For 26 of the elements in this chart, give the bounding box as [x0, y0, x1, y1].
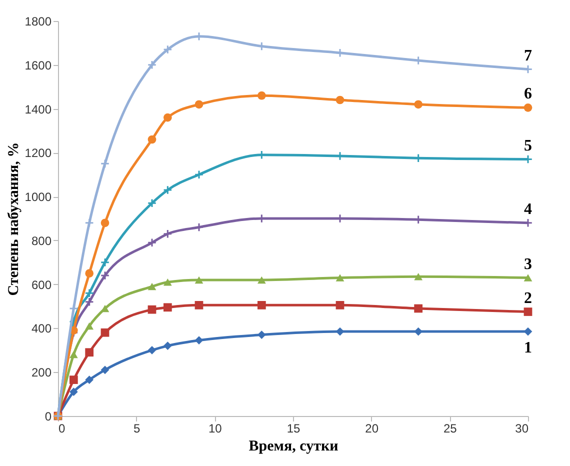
y-tick-label: 800 [31, 234, 52, 248]
x-tick-label: 10 [208, 422, 222, 436]
series-label: 1 [524, 340, 532, 357]
y-tick-label: 1800 [24, 14, 52, 28]
y-tick-label: 200 [31, 366, 52, 380]
y-tick-label: 1400 [24, 102, 52, 116]
x-tick-label: 25 [443, 422, 458, 436]
x-tick-label: 20 [365, 422, 379, 436]
series-label: 4 [524, 200, 532, 218]
series-label: 3 [524, 256, 532, 273]
series-label: 5 [524, 137, 532, 154]
y-tick-label: 400 [31, 322, 52, 336]
x-tick-label: 15 [286, 422, 300, 436]
x-tick-label: 30 [515, 422, 529, 436]
x-axis-title: Время, сутки [248, 438, 339, 454]
x-tick-label: 5 [133, 422, 140, 436]
y-axis-title: Степень набухания, % [6, 142, 22, 296]
series-label: 6 [524, 86, 532, 103]
y-tick-label: 1200 [24, 146, 52, 160]
x-tick-label: 0 [58, 422, 66, 436]
y-tick-label: 1000 [24, 190, 52, 204]
y-tick-label: 0 [44, 410, 52, 424]
y-tick-label: 1600 [24, 58, 52, 72]
series-label: 2 [524, 290, 532, 307]
y-tick-label: 600 [31, 278, 52, 292]
series-label: 7 [524, 47, 532, 64]
